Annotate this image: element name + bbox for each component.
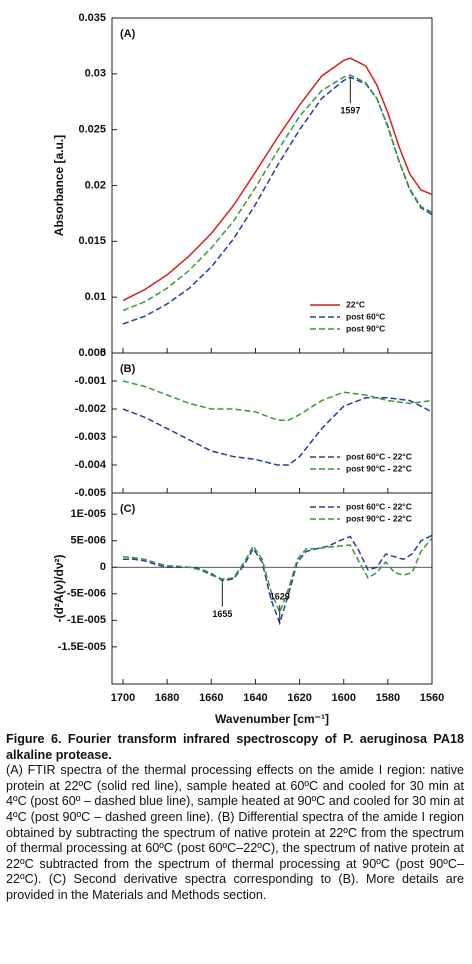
- y-tick-label: -0.001: [75, 375, 106, 387]
- y-tick-label: 0.02: [85, 179, 106, 191]
- caption-text: (A) FTIR spectra of the thermal processi…: [6, 763, 464, 902]
- y-tick-label: -0.003: [75, 431, 106, 443]
- x-tick-label: 1580: [376, 692, 400, 704]
- panel-label: (B): [120, 363, 136, 375]
- legend-label: post 60°C - 22°C: [346, 451, 412, 461]
- y-tick-label: 0.035: [78, 12, 106, 24]
- y-tick-label: 0.01: [85, 291, 106, 303]
- series-line: [123, 534, 433, 626]
- x-tick-label: 1640: [243, 692, 267, 704]
- x-axis-label: Wavenumber [cm⁻¹]: [215, 712, 329, 726]
- annotation: 1597: [340, 106, 360, 116]
- series-line: [122, 380, 433, 421]
- legend-label: post 90°C - 22°C: [346, 513, 412, 523]
- caption: Figure 6. Fourier transform infrared spe…: [6, 732, 464, 904]
- annotation: 1629: [270, 591, 290, 601]
- y-tick-label: 5E-006: [71, 535, 106, 547]
- annotation: 1655: [212, 609, 232, 619]
- y-tick-label: -0.004: [75, 459, 107, 471]
- x-tick-label: 1680: [155, 692, 179, 704]
- x-tick-label: 1660: [199, 692, 223, 704]
- x-tick-label: 1620: [287, 692, 311, 704]
- y-tick-label: -1.5E-005: [58, 641, 106, 653]
- y-tick-label: 0.03: [85, 68, 106, 80]
- legend-label: 22°C: [346, 299, 365, 309]
- plot-frame: [111, 17, 433, 354]
- x-tick-label: 1600: [331, 692, 355, 704]
- series-line: [122, 76, 433, 325]
- legend-label: post 90°C: [346, 323, 385, 333]
- plot-frame: [111, 492, 433, 685]
- y-tick-label: 0.025: [78, 124, 106, 136]
- y-tick-label: 0: [100, 561, 106, 573]
- legend-label: post 60°C - 22°C: [346, 501, 412, 511]
- figure: 0.005 0.01 0.015 0.02 0.025 0.03 0.035 Absorban…: [52, 12, 444, 726]
- panel-label: (C): [120, 503, 136, 515]
- x-tick-label: 1560: [420, 692, 444, 704]
- y-tick-label: 0: [100, 347, 106, 359]
- legend-label: post 90°C - 22°C: [346, 463, 412, 473]
- series-line: [122, 57, 433, 302]
- y-tick-label: -0.002: [75, 403, 106, 415]
- y-tick-label: 0.005: [78, 347, 106, 359]
- y-tick-label: -0.005: [75, 487, 106, 499]
- series-line: [122, 397, 433, 466]
- y-axis-label: -(d²A(ν)/dν²): [52, 555, 66, 623]
- caption-title: Figure 6. Fourier transform infrared spe…: [6, 732, 464, 762]
- series-line: [122, 74, 433, 312]
- y-tick-label: -5E-006: [67, 588, 106, 600]
- y-tick-label: 0.015: [78, 235, 106, 247]
- y-axis-label: Absorbance [a.u.]: [52, 135, 66, 236]
- x-tick-label: 1700: [111, 692, 135, 704]
- legend-label: post 60°C: [346, 311, 385, 321]
- panel-label: (A): [120, 28, 136, 40]
- y-tick-label: -1E-005: [67, 614, 106, 626]
- series-line: [122, 537, 433, 615]
- y-tick-label: 1E-005: [71, 508, 106, 520]
